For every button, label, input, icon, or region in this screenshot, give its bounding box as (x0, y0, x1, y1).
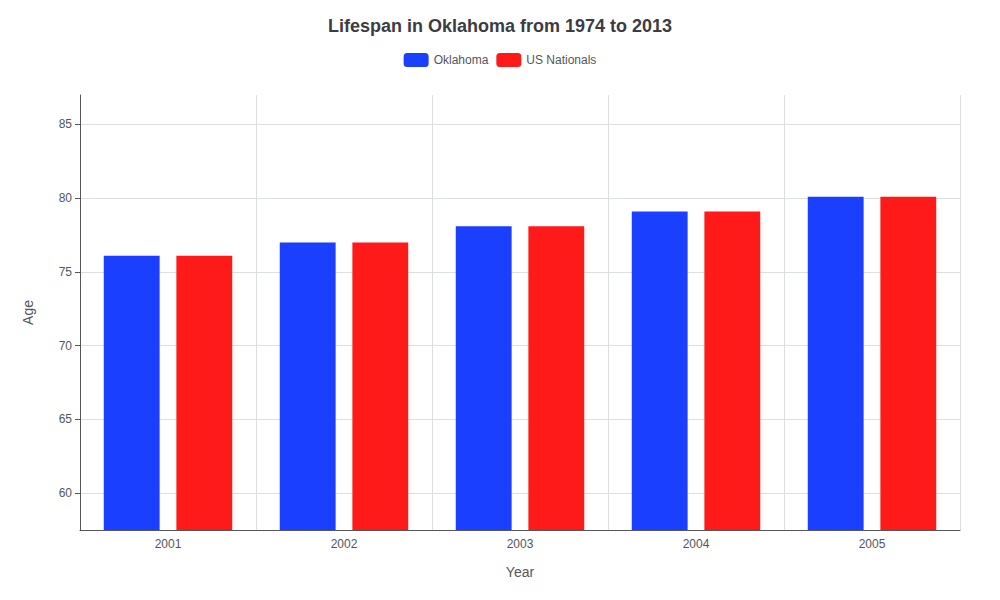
svg-text:2004: 2004 (683, 537, 710, 551)
svg-text:65: 65 (59, 412, 73, 426)
svg-text:2002: 2002 (331, 537, 358, 551)
svg-text:60: 60 (59, 486, 73, 500)
svg-text:Age: Age (20, 300, 36, 325)
svg-text:70: 70 (59, 339, 73, 353)
svg-text:Oklahoma: Oklahoma (434, 53, 489, 67)
svg-text:2001: 2001 (155, 537, 182, 551)
svg-text:Lifespan in Oklahoma from 1974: Lifespan in Oklahoma from 1974 to 2013 (328, 16, 672, 36)
svg-text:US Nationals: US Nationals (526, 53, 596, 67)
svg-text:80: 80 (59, 191, 73, 205)
svg-text:2005: 2005 (859, 537, 886, 551)
svg-text:Year: Year (506, 564, 535, 580)
svg-text:2003: 2003 (507, 537, 534, 551)
svg-text:85: 85 (59, 117, 73, 131)
svg-text:75: 75 (59, 265, 73, 279)
